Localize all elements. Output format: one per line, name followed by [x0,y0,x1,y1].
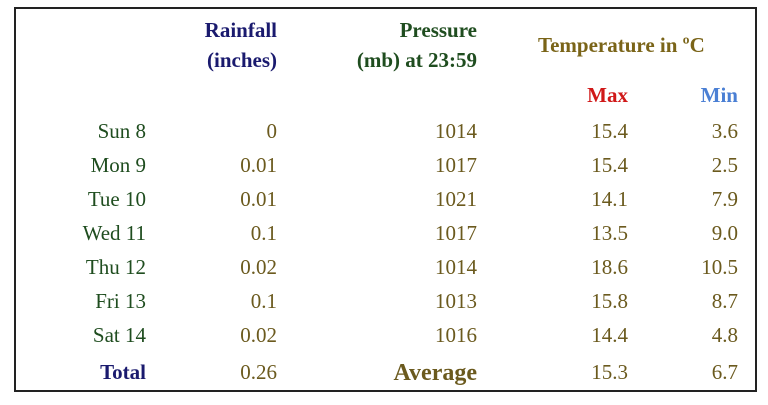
rain-cell: 0.01 [240,153,277,177]
day-cell: Sun 8 [97,119,146,143]
average-min-value: 6.7 [711,360,738,384]
pressure-cell: 1017 [435,153,477,177]
max-header: Max [587,83,628,107]
day-cell: Tue 10 [87,187,146,211]
pressure-cell: 1021 [435,187,477,211]
min-cell: 9.0 [711,221,738,245]
temperature-header: Temperature in ºC [538,33,705,57]
min-header: Min [700,83,738,107]
pressure-cell: 1014 [435,119,477,143]
rain-cell: 0.02 [240,255,277,279]
rainfall-header-line2: (inches) [207,48,277,72]
pressure-cell: 1013 [435,289,477,313]
min-cell: 8.7 [711,289,738,313]
min-cell: 2.5 [711,153,738,177]
min-cell: 4.8 [711,323,738,347]
average-max-value: 15.3 [591,360,628,384]
rain-cell: 0 [266,119,278,143]
max-cell: 15.8 [591,289,628,313]
max-cell: 14.1 [591,187,628,211]
day-cell: Mon 9 [90,153,146,177]
min-cell: 10.5 [701,255,738,279]
pressure-cell: 1016 [435,323,477,347]
rain-cell: 0.1 [250,289,277,313]
day-cell: Sat 14 [92,323,146,347]
max-cell: 15.4 [591,153,628,177]
day-cell: Wed 11 [82,221,146,245]
day-cell: Fri 13 [95,289,146,313]
pressure-cell: 1014 [435,255,477,279]
rain-cell: 0.1 [250,221,277,245]
pressure-header-line1: Pressure [399,18,477,42]
total-rain-value: 0.26 [240,360,277,384]
min-cell: 3.6 [711,119,738,143]
max-cell: 18.6 [591,255,628,279]
max-cell: 14.4 [591,323,628,347]
pressure-cell: 1017 [435,221,477,245]
rainfall-header-line1: Rainfall [204,18,277,42]
pressure-header-line2: (mb) at 23:59 [356,48,477,72]
weather-table [14,7,757,392]
min-cell: 7.9 [711,187,738,211]
max-cell: 13.5 [591,221,628,245]
average-label: Average [393,360,477,386]
rain-cell: 0.01 [240,187,277,211]
total-label: Total [100,360,146,384]
max-cell: 15.4 [591,119,628,143]
rain-cell: 0.02 [240,323,277,347]
day-cell: Thu 12 [85,255,146,279]
